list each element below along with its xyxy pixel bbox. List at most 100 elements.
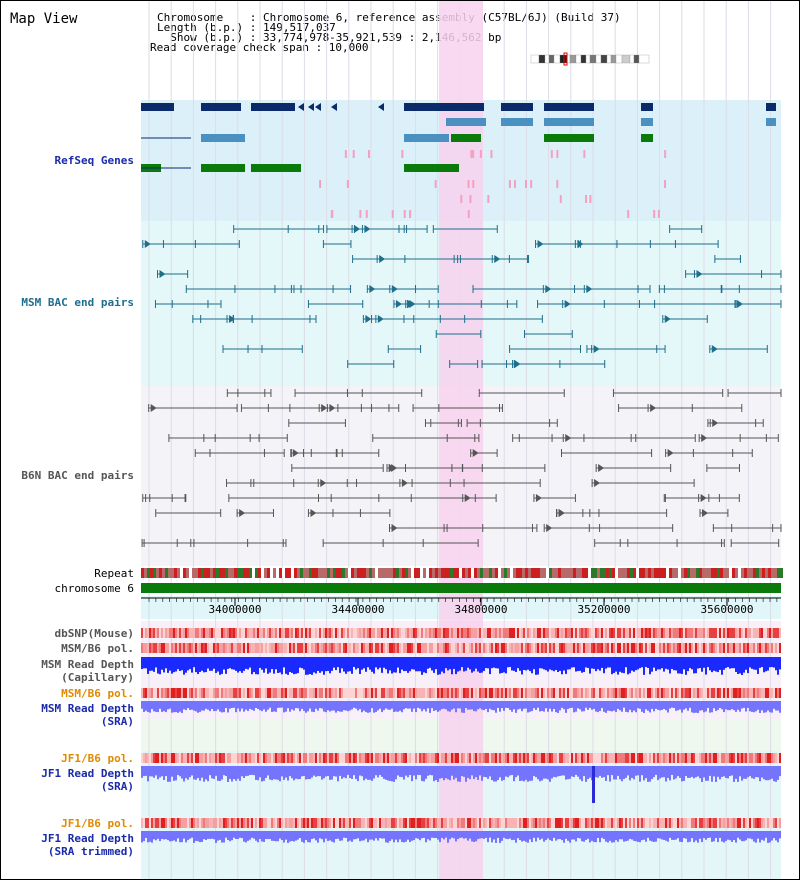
depth-bar (615, 701, 617, 713)
depth-bar (235, 657, 237, 671)
heat-cell (561, 753, 563, 763)
depth-bar (485, 701, 487, 709)
depth-bar (209, 766, 211, 776)
heat-cell (621, 818, 623, 828)
depth-bar (263, 701, 265, 710)
gene-feature (451, 134, 481, 142)
heat-cell (235, 818, 237, 828)
repeat-segment (204, 568, 207, 578)
depth-bar (437, 657, 439, 675)
depth-bar (175, 657, 177, 672)
depth-bar (531, 766, 533, 781)
heat-cell (711, 688, 713, 698)
depth-bar (723, 657, 725, 670)
heat-cell (201, 643, 203, 653)
heat-cell (159, 818, 161, 828)
heat-cell (741, 643, 743, 653)
heat-cell (531, 643, 533, 653)
depth-bar (505, 701, 507, 708)
depth-bar (275, 701, 277, 712)
depth-bar (593, 831, 595, 843)
depth-bar (605, 657, 607, 669)
heat-cell (523, 818, 525, 828)
heat-cell (151, 753, 153, 763)
depth-bar (467, 701, 469, 710)
depth-bar (485, 657, 487, 669)
depth-bar (273, 657, 275, 674)
depth-bar (309, 831, 311, 843)
depth-bar (705, 831, 707, 840)
heat-cell (177, 753, 179, 763)
heat-cell (229, 628, 231, 638)
heat-cell (467, 688, 469, 698)
depth-bar (423, 701, 425, 710)
gene-small-feature (467, 180, 470, 188)
heat-cell (597, 688, 599, 698)
depth-bar (251, 831, 253, 838)
depth-bar (721, 701, 723, 710)
depth-bar (667, 701, 669, 713)
heat-cell (159, 753, 161, 763)
heat-cell (225, 753, 227, 763)
depth-bar (469, 701, 471, 710)
heat-cell (705, 688, 707, 698)
depth-bar (157, 701, 159, 713)
heat-cell (703, 643, 705, 653)
heat-cell (265, 818, 267, 828)
repeat-segment (531, 568, 534, 578)
heat-cell (689, 818, 691, 828)
depth-bar (239, 657, 241, 672)
heat-cell (171, 818, 173, 828)
heat-cell (309, 753, 311, 763)
heat-cell (327, 688, 329, 698)
heat-cell (487, 753, 489, 763)
depth-bar (749, 766, 751, 777)
heat-cell (339, 643, 341, 653)
depth-bar (723, 831, 725, 843)
heat-cell (459, 753, 461, 763)
depth-bar (283, 766, 285, 780)
heat-cell (699, 628, 701, 638)
depth-bar (257, 831, 259, 843)
heat-cell (417, 818, 419, 828)
depth-bar (477, 831, 479, 840)
heat-cell (349, 628, 351, 638)
repeat-segment (660, 568, 663, 578)
depth-bar (473, 766, 475, 780)
depth-bar (145, 766, 147, 776)
repeat-segment (519, 568, 522, 578)
depth-bar (499, 701, 501, 712)
depth-bar (197, 701, 199, 713)
gene-feature (251, 103, 295, 111)
heat-cell (601, 818, 603, 828)
heat-cell (345, 628, 347, 638)
depth-bar (319, 831, 321, 839)
depth-bar (457, 831, 459, 840)
depth-bar (651, 701, 653, 709)
depth-bar (625, 831, 627, 842)
heat-cell (721, 688, 723, 698)
depth-bar (271, 701, 273, 712)
depth-bar (359, 701, 361, 710)
depth-bar (747, 657, 749, 674)
repeat-segment (354, 568, 357, 578)
heat-cell (681, 688, 683, 698)
depth-bar (479, 701, 481, 709)
gene-small-feature (352, 150, 355, 158)
heat-cell (529, 688, 531, 698)
heat-cell (411, 818, 413, 828)
gene-small-feature (530, 180, 533, 188)
heat-cell (385, 753, 387, 763)
heat-cell (647, 753, 649, 763)
repeat-segment (678, 568, 681, 578)
depth-bar (349, 766, 351, 779)
depth-bar (233, 657, 235, 670)
repeat-segment (669, 568, 672, 578)
heat-cell (593, 688, 595, 698)
depth-bar (609, 831, 611, 841)
heat-cell (407, 628, 409, 638)
heat-cell (281, 628, 283, 638)
heat-cell (643, 753, 645, 763)
depth-bar (307, 766, 309, 780)
